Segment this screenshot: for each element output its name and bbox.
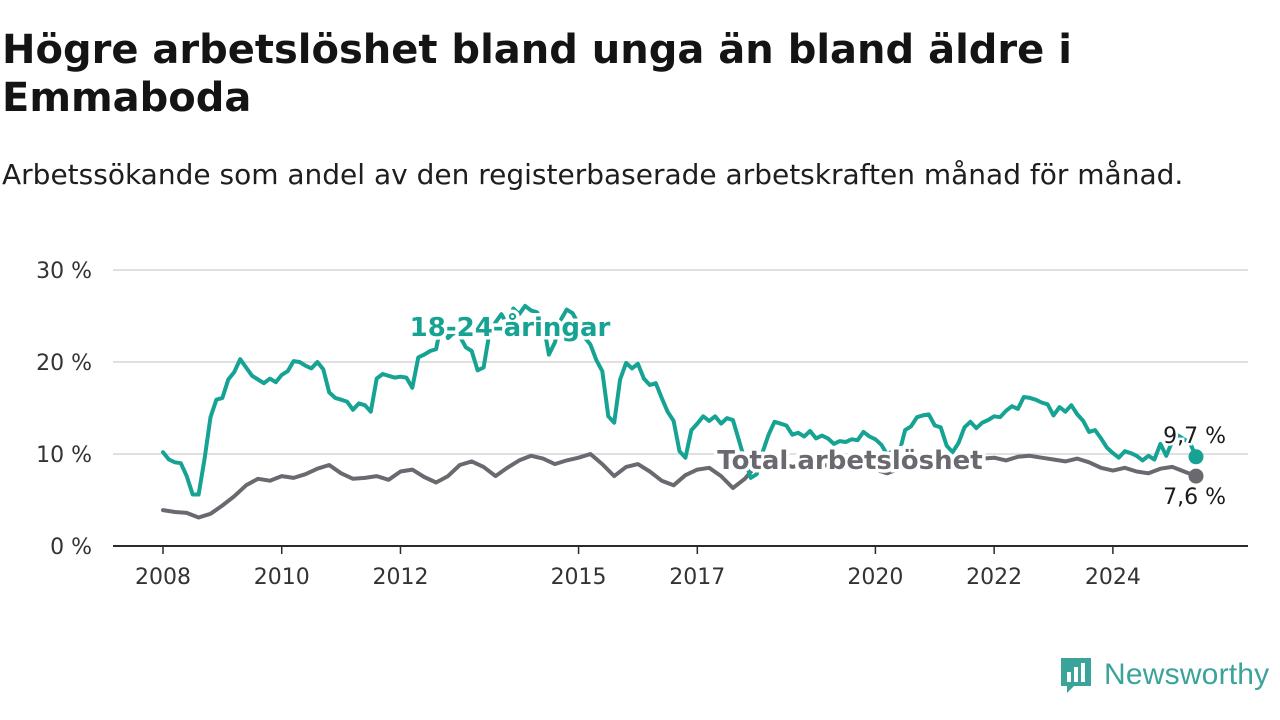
chart-subtitle: Arbetssökande som andel av den registerb… — [2, 158, 1184, 191]
axes: 0 % 10 % 20 % 30 % 2008 2010 2012 2015 2017 2020 2… — [36, 259, 1248, 590]
x-tick-label: 2015 — [551, 565, 607, 590]
x-tick-label: 2010 — [254, 565, 310, 590]
series-label-total: Total arbetslöshet — [717, 446, 982, 476]
x-tick-label: 2020 — [847, 565, 903, 590]
series-line-total — [161, 452, 1198, 520]
series-line-youth — [161, 303, 1198, 497]
x-tick-label: 2022 — [966, 565, 1022, 590]
y-tick-label: 20 % — [36, 351, 92, 376]
end-value-label-total: 7,6 % — [1163, 485, 1226, 510]
y-tick-label: 30 % — [36, 259, 92, 284]
y-tick-label: 0 % — [50, 535, 92, 560]
series-label-youth: 18-24-åringar — [410, 311, 611, 343]
brand-name: Newsworthy — [1104, 658, 1270, 691]
series-lines — [161, 303, 1204, 520]
chart-bars-icon — [1061, 658, 1091, 693]
x-tick-label: 2017 — [669, 565, 725, 590]
line-chart: 0 % 10 % 20 % 30 % 2008 2010 2012 2015 2017 2020 2… — [36, 259, 1248, 590]
grid-lines — [113, 269, 1248, 455]
end-value-label-youth: 9,7 % — [1163, 424, 1226, 449]
brand-logo: Newsworthy — [1058, 654, 1269, 696]
y-tick-label: 10 % — [36, 443, 92, 468]
chart-labels: 18-24-åringar Total arbetslöshet 9,7 % 7,6 … — [406, 308, 1228, 513]
x-tick-label: 2008 — [135, 565, 191, 590]
x-tick-label: 2024 — [1085, 565, 1141, 590]
endpoint-marker-youth — [1188, 449, 1204, 465]
x-tick-label: 2012 — [372, 565, 428, 590]
endpoint-marker-total — [1188, 468, 1204, 484]
chart-title: Högre arbetslöshet bland unga än bland ä… — [2, 27, 1072, 121]
